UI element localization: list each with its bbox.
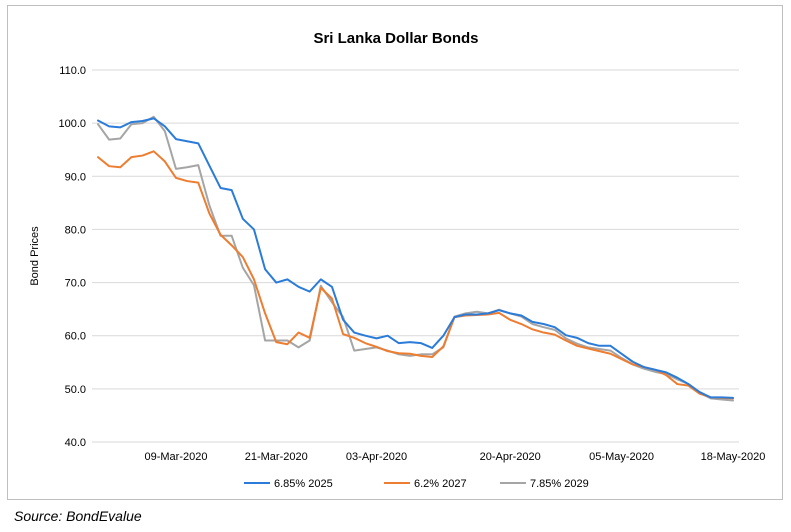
chart-frame: Sri Lanka Dollar Bonds 40.0 50.0 60.0 70.0 8…	[7, 5, 783, 500]
legend-item: 7.85% 2029	[500, 478, 589, 490]
y-tick-label: 80.0	[65, 224, 86, 236]
series-line-2	[97, 150, 734, 400]
x-tick-label: 21-Mar-2020	[245, 451, 308, 463]
series-line-3	[97, 115, 734, 402]
source-note: Source: BondEvalue	[14, 508, 142, 524]
y-tick-label: 90.0	[65, 171, 86, 183]
x-tick-label: 05-May-2020	[589, 451, 654, 463]
line-chart: 40.0 50.0 60.0 70.0 80.0 90.0 100.0 110.0 Bond P…	[29, 65, 766, 490]
series-line-1	[97, 117, 734, 399]
legend-item: 6.85% 2025	[244, 478, 333, 490]
x-tick-label: 09-Mar-2020	[144, 451, 207, 463]
legend-label: 6.85% 2025	[274, 478, 333, 490]
y-tick-label: 60.0	[65, 331, 86, 343]
x-tick-label: 18-May-2020	[701, 451, 766, 463]
y-tick-label: 50.0	[65, 384, 86, 396]
y-axis-title: Bond Prices	[29, 226, 41, 286]
x-tick-label: 20-Apr-2020	[480, 451, 541, 463]
legend-item: 6.2% 2027	[384, 478, 467, 490]
y-tick-label: 100.0	[58, 118, 86, 130]
legend-label: 7.85% 2029	[530, 478, 589, 490]
y-tick-label: 110.0	[59, 65, 86, 77]
y-tick-label: 40.0	[65, 437, 86, 449]
chart-title: Sri Lanka Dollar Bonds	[313, 30, 479, 47]
legend-label: 6.2% 2027	[414, 478, 467, 490]
x-tick-label: 03-Apr-2020	[346, 451, 407, 463]
y-tick-label: 70.0	[65, 278, 86, 290]
